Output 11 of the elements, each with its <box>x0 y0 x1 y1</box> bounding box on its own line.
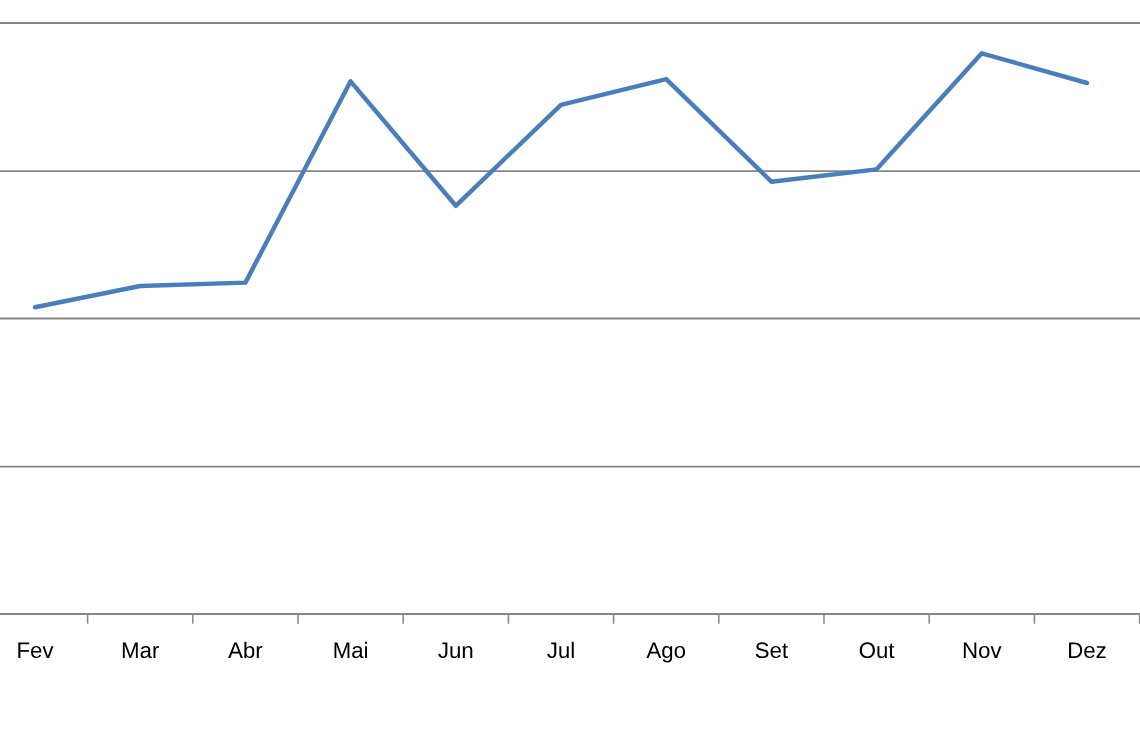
x-tick-label: Abr <box>228 641 263 659</box>
x-tick-label: Ago <box>646 642 686 663</box>
x-tick-label: Set <box>755 642 788 659</box>
x-tick-label: Mar <box>122 642 159 659</box>
x-tick-label: Jun <box>438 642 473 659</box>
x-tick-label: Jul <box>547 641 574 659</box>
x-tick-label: Dez <box>1069 642 1106 659</box>
x-tick-label: Fev <box>18 642 54 659</box>
x-tick-label: Out <box>859 642 895 659</box>
x-tick-label: Mai <box>334 641 368 659</box>
x-tick-label: Nov <box>963 642 1002 659</box>
